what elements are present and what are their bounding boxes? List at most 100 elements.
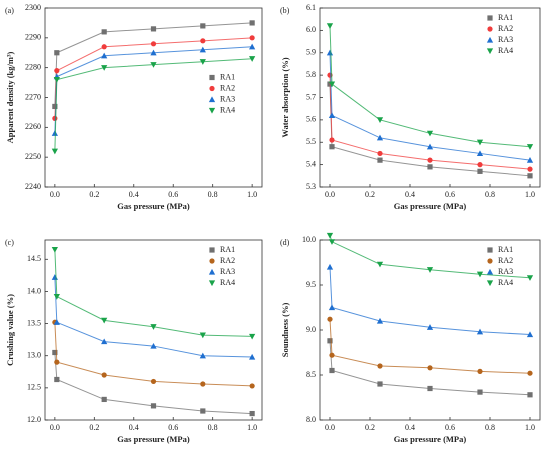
legend-marker xyxy=(487,26,493,32)
x-tick-label: 0.6 xyxy=(445,423,455,432)
y-tick-label: 2280 xyxy=(25,62,41,71)
series-line xyxy=(329,266,531,335)
x-tick-label: 0.0 xyxy=(325,423,335,432)
y-tick-label: 2260 xyxy=(25,122,41,131)
x-tick-label: 1.0 xyxy=(247,423,257,432)
legend-marker xyxy=(209,247,215,253)
y-tick-label: 12.5 xyxy=(27,383,41,392)
marker xyxy=(249,353,256,360)
series-line xyxy=(54,352,253,415)
panel: (a) 0.0 0.2 0.4 0.6 0.8 1.0 2240 2250 2260 2270 228… xyxy=(5,3,263,211)
y-axis-label: Crushing value (%) xyxy=(5,294,15,366)
marker xyxy=(101,52,108,59)
legend-label: RA3 xyxy=(220,94,235,103)
y-tick-label: 5.5 xyxy=(306,137,316,146)
x-tick-label: 0.4 xyxy=(405,423,415,432)
legend-marker xyxy=(486,48,494,55)
panel-label: (c) xyxy=(5,238,14,247)
legend-label: RA4 xyxy=(498,46,513,55)
legend-marker xyxy=(208,107,216,114)
marker xyxy=(150,342,157,349)
series-line xyxy=(329,340,531,396)
marker xyxy=(426,130,434,137)
y-tick-label: 14.5 xyxy=(27,254,41,263)
marker xyxy=(328,304,336,311)
marker xyxy=(249,56,256,62)
marker xyxy=(53,77,60,83)
legend-marker xyxy=(208,268,216,275)
x-tick-label: 1.0 xyxy=(247,190,257,199)
legend-marker xyxy=(209,85,215,92)
marker xyxy=(54,359,60,365)
x-tick-label: 1.0 xyxy=(525,423,535,432)
marker xyxy=(376,134,384,141)
series-line xyxy=(329,52,531,161)
marker xyxy=(150,378,157,385)
x-tick-label: 0.2 xyxy=(89,423,99,432)
marker xyxy=(427,385,433,392)
marker xyxy=(51,130,58,136)
legend-label: RA4 xyxy=(220,105,235,114)
legend-marker xyxy=(208,96,216,103)
marker xyxy=(477,368,483,374)
marker xyxy=(526,144,534,150)
marker xyxy=(150,26,157,32)
marker xyxy=(476,150,484,157)
legend-label: RA2 xyxy=(498,256,513,265)
x-tick-label: 0.4 xyxy=(129,190,139,199)
marker xyxy=(527,173,533,179)
y-tick-label: 2290 xyxy=(25,33,41,42)
x-axis-label: Gas pressure (MPa) xyxy=(117,201,190,211)
marker xyxy=(326,49,334,56)
y-tick-label: 13.0 xyxy=(27,351,41,360)
x-tick-label: 1.0 xyxy=(525,190,535,199)
legend-label: RA4 xyxy=(220,278,235,287)
marker xyxy=(101,29,107,35)
y-tick-label: 13.5 xyxy=(27,318,41,327)
marker xyxy=(377,157,383,163)
y-tick-label: 5.9 xyxy=(306,48,316,57)
marker xyxy=(329,367,335,374)
y-tick-label: 2270 xyxy=(25,92,41,101)
marker xyxy=(476,139,484,146)
marker xyxy=(53,319,60,325)
marker xyxy=(377,150,383,157)
marker xyxy=(326,232,334,239)
marker xyxy=(199,332,206,339)
marker xyxy=(200,23,206,29)
marker xyxy=(101,396,107,403)
marker xyxy=(249,43,256,50)
legend-label: RA3 xyxy=(498,267,513,276)
marker xyxy=(54,376,60,383)
marker xyxy=(51,247,58,253)
legend-marker xyxy=(486,280,494,287)
marker xyxy=(326,263,334,270)
panel-label: (b) xyxy=(280,6,290,15)
series-line xyxy=(54,22,253,107)
marker xyxy=(54,68,60,74)
legend-label: RA2 xyxy=(498,24,513,33)
series-line xyxy=(329,319,531,374)
y-tick-label: 5.6 xyxy=(306,115,316,124)
x-tick-label: 0.0 xyxy=(50,190,60,199)
marker xyxy=(249,333,256,340)
marker xyxy=(477,162,483,168)
x-axis-label: Gas pressure (MPa) xyxy=(117,434,190,444)
marker xyxy=(200,38,206,44)
marker xyxy=(526,275,534,281)
marker xyxy=(527,370,533,376)
x-tick-label: 0.2 xyxy=(365,190,375,199)
y-tick-label: 8.5 xyxy=(306,370,316,379)
x-tick-label: 0.2 xyxy=(89,190,99,199)
x-tick-label: 0.6 xyxy=(445,190,455,199)
legend-label: RA2 xyxy=(220,256,235,265)
marker xyxy=(51,274,58,280)
marker xyxy=(427,164,433,170)
legend-label: RA4 xyxy=(498,278,513,287)
marker xyxy=(376,117,384,123)
marker xyxy=(426,267,434,273)
x-tick-label: 0.8 xyxy=(208,190,218,199)
legend-marker xyxy=(208,280,216,287)
y-axis-label: Apparent density (kg/m³) xyxy=(5,52,15,144)
y-tick-label: 12.0 xyxy=(27,415,41,424)
